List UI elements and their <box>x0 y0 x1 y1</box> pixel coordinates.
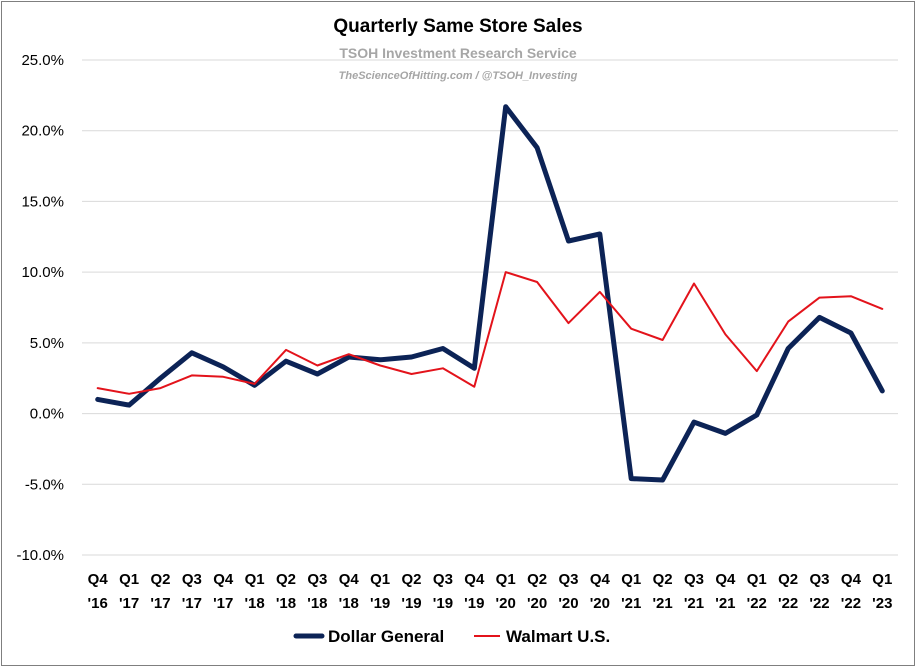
x-tick-year: '17 <box>119 595 139 612</box>
y-tick-label: 10.0% <box>21 264 64 281</box>
legend-label-walmart: Walmart U.S. <box>506 627 610 646</box>
legend-label-dollar-general: Dollar General <box>328 627 444 646</box>
y-tick-label: 20.0% <box>21 123 64 140</box>
x-tick-year: '20 <box>558 595 578 612</box>
x-tick-quarter: Q2 <box>276 571 296 588</box>
series-line-dollar-general <box>95 104 885 483</box>
x-tick-quarter: Q1 <box>872 571 892 588</box>
x-tick-year: '22 <box>778 595 798 612</box>
x-tick-year: '21 <box>684 595 704 612</box>
x-tick-year: '16 <box>88 595 108 612</box>
x-tick-year: '23 <box>872 595 892 612</box>
x-tick-year: '20 <box>590 595 610 612</box>
y-axis: -10.0% -5.0% 0.0% 5.0% 10.0% 15.0% 20.0% 25.0% <box>16 52 64 564</box>
x-tick-year: '22 <box>747 595 767 612</box>
x-tick-year: '19 <box>370 595 390 612</box>
x-tick-quarter: Q4 <box>715 571 736 588</box>
series-line-walmart-u-s <box>96 271 884 395</box>
x-tick-year: '19 <box>464 595 484 612</box>
x-tick-year: '18 <box>244 595 264 612</box>
x-tick-quarter: Q4 <box>590 571 611 588</box>
x-axis: Q4 '16 Q1 '17 Q2 '17 Q3 '17 Q4 '17 Q1 '18 Q2 '18 Q3 '18… <box>88 571 893 612</box>
gridlines <box>82 59 898 556</box>
x-tick-quarter: Q3 <box>182 571 202 588</box>
x-tick-quarter: Q2 <box>653 571 673 588</box>
x-tick-year: '22 <box>841 595 861 612</box>
y-tick-label: 15.0% <box>21 193 64 210</box>
x-tick-year: '20 <box>527 595 547 612</box>
x-tick-quarter: Q1 <box>496 571 516 588</box>
x-tick-year: '21 <box>715 595 735 612</box>
x-tick-quarter: Q4 <box>339 571 360 588</box>
x-tick-quarter: Q4 <box>841 571 862 588</box>
x-tick-quarter: Q3 <box>307 571 327 588</box>
x-tick-quarter: Q3 <box>810 571 830 588</box>
x-tick-year: '17 <box>182 595 202 612</box>
x-tick-quarter: Q4 <box>464 571 485 588</box>
x-tick-quarter: Q2 <box>527 571 547 588</box>
y-tick-label: 0.0% <box>30 406 64 423</box>
chart-title: Quarterly Same Store Sales <box>333 16 582 37</box>
x-tick-quarter: Q1 <box>119 571 139 588</box>
y-tick-label: 25.0% <box>21 52 64 69</box>
x-tick-quarter: Q2 <box>778 571 798 588</box>
x-tick-year: '17 <box>213 595 233 612</box>
x-tick-year: '21 <box>652 595 672 612</box>
x-tick-year: '18 <box>276 595 296 612</box>
x-tick-quarter: Q3 <box>558 571 578 588</box>
x-tick-quarter: Q1 <box>245 571 265 588</box>
series-lines <box>95 104 885 483</box>
x-tick-quarter: Q3 <box>433 571 453 588</box>
x-tick-quarter: Q2 <box>402 571 422 588</box>
x-tick-quarter: Q4 <box>213 571 234 588</box>
chart-subtitle: TSOH Investment Research Service <box>339 45 577 61</box>
y-tick-label: 5.0% <box>30 335 64 352</box>
x-tick-quarter: Q1 <box>621 571 641 588</box>
x-tick-year: '17 <box>150 595 170 612</box>
legend: Dollar General Walmart U.S. <box>293 627 610 646</box>
x-tick-quarter: Q1 <box>370 571 390 588</box>
x-tick-quarter: Q4 <box>88 571 109 588</box>
x-tick-year: '22 <box>809 595 829 612</box>
chart-credit: TheScienceOfHitting.com / @TSOH_Investin… <box>339 70 578 82</box>
y-tick-label: -10.0% <box>16 547 64 564</box>
x-tick-year: '19 <box>401 595 421 612</box>
x-tick-year: '18 <box>307 595 327 612</box>
y-tick-label: -5.0% <box>25 476 64 493</box>
x-tick-quarter: Q1 <box>747 571 767 588</box>
x-tick-year: '21 <box>621 595 641 612</box>
x-tick-year: '20 <box>496 595 516 612</box>
x-tick-year: '19 <box>433 595 453 612</box>
x-tick-quarter: Q3 <box>684 571 704 588</box>
x-tick-year: '18 <box>339 595 359 612</box>
x-tick-quarter: Q2 <box>150 571 170 588</box>
